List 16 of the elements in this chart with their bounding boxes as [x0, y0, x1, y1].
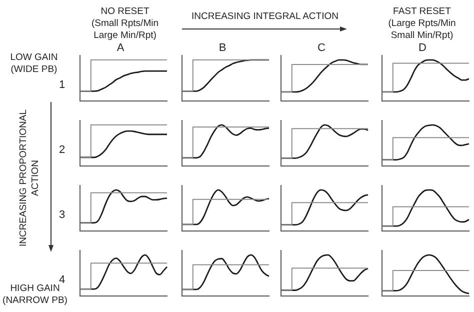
y-axis-title: 2: [58, 144, 66, 156]
text: HIGH GAIN (NARROW PB): [2, 283, 68, 307]
chart-title: B: [218, 42, 228, 54]
y-axis-title: 1: [58, 79, 66, 91]
chart-title: C: [316, 42, 326, 54]
y-axis-title: 3: [58, 209, 66, 221]
text: LOW GAIN (WIDE PB): [9, 52, 59, 76]
text: INCREASING INTEGRAL ACTION: [190, 11, 340, 23]
chart-title: A: [116, 42, 126, 54]
chart-title: D: [418, 42, 428, 54]
text: (Large Rpts/Min Small Min/Rpt): [387, 18, 457, 42]
y-axis-title: 4: [58, 274, 66, 286]
text: NO RESET: [100, 6, 150, 18]
text: FAST RESET: [392, 6, 452, 18]
text: INCREASING PROPORTIONAL ACTION: [18, 108, 42, 249]
text: (Small Rpts/Min Large Min/Rpt): [90, 18, 160, 42]
